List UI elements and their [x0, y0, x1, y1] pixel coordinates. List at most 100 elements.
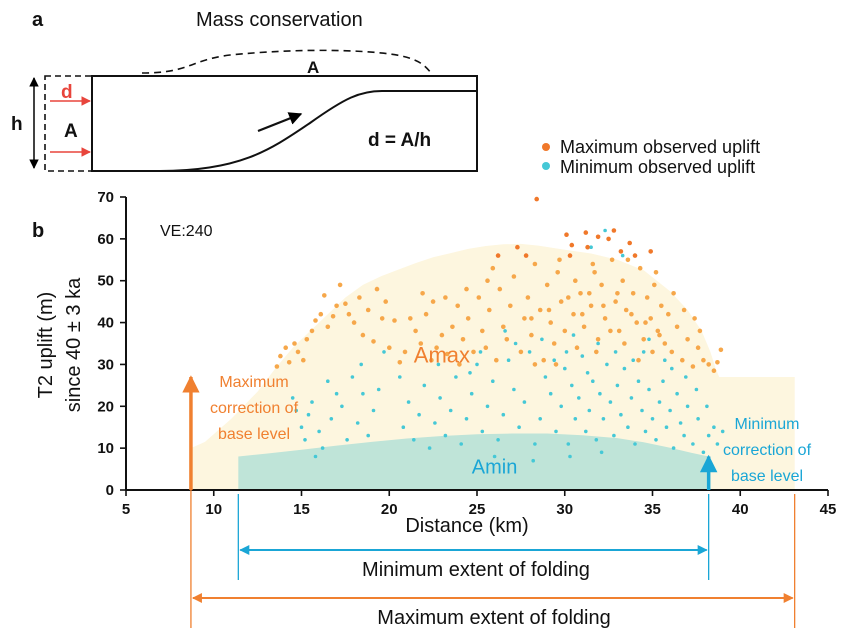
min-uplift-point	[506, 358, 511, 363]
max-uplift-point	[301, 357, 306, 363]
min-uplift-point	[512, 387, 516, 392]
max-uplift-point	[625, 257, 631, 263]
min-uplift-point	[568, 454, 572, 459]
x-tick-label: 30	[556, 501, 573, 518]
max-uplift-point	[567, 253, 573, 258]
panel-b-label: b	[32, 220, 44, 242]
d-label: d	[61, 82, 73, 103]
max-uplift-point	[541, 357, 546, 363]
min-uplift-point	[454, 375, 458, 379]
max-uplift-point	[371, 339, 376, 344]
min-uplift-point	[340, 404, 344, 409]
max-uplift-point	[420, 291, 425, 296]
min-uplift-point	[522, 400, 527, 404]
max-uplift-point	[701, 357, 706, 363]
max-uplift-point	[616, 328, 622, 334]
min-uplift-point	[501, 412, 506, 417]
max-uplift-point	[518, 349, 524, 355]
slip-arrow	[257, 112, 303, 133]
legend: Maximum observed uplift Minimum observed…	[542, 137, 760, 177]
max-uplift-point	[523, 253, 529, 258]
max-correction-line1: Maximum	[219, 374, 288, 391]
min-uplift-point	[654, 438, 658, 442]
min-uplift-point	[715, 442, 720, 446]
max-uplift-point	[606, 236, 611, 242]
max-uplift-point	[508, 303, 513, 309]
max-uplift-point	[615, 291, 620, 296]
y-tick-label: 70	[97, 189, 114, 206]
min-uplift-point	[701, 450, 706, 455]
max-uplift-point	[566, 295, 571, 300]
min-uplift-point	[427, 446, 432, 450]
min-uplift-point	[670, 366, 674, 371]
max-uplift-point	[636, 357, 641, 363]
min-uplift-point	[619, 412, 623, 417]
min-uplift-point	[531, 458, 535, 463]
min-uplift-point	[622, 366, 627, 371]
min-uplift-point	[554, 429, 558, 434]
min-uplift-point	[503, 329, 507, 333]
max-uplift-point	[495, 253, 501, 258]
min-uplift-point	[585, 371, 590, 375]
max-uplift-point	[504, 337, 510, 342]
max-uplift-point	[595, 234, 601, 240]
min-uplift-point	[598, 391, 602, 396]
max-uplift-point	[630, 291, 636, 296]
max-uplift-point	[295, 349, 301, 355]
min-uplift-point	[491, 379, 495, 384]
min-uplift-point	[601, 417, 606, 421]
annotations: Maximum correction of base level Minimum…	[210, 374, 812, 629]
x-tick-label: 40	[732, 501, 749, 518]
max-uplift-point	[571, 311, 576, 317]
max-uplift-point	[357, 295, 362, 300]
max-uplift-point	[650, 349, 655, 355]
legend-min-label: Minimum observed uplift	[560, 157, 755, 177]
y-axis-title-line2: since 40 ± 3 ka	[63, 277, 85, 412]
min-uplift-point	[464, 417, 469, 421]
min-uplift-point	[647, 337, 651, 342]
min-uplift-point	[320, 446, 325, 450]
equation: d = A/h	[368, 130, 431, 151]
A-left-label: A	[64, 121, 78, 142]
min-uplift-point	[475, 362, 479, 367]
max-uplift-point	[623, 307, 629, 313]
min-uplift-point	[657, 400, 662, 404]
y-tick-label: 60	[97, 231, 114, 248]
min-correction-line3: base level	[731, 468, 803, 485]
min-uplift-point	[589, 245, 593, 249]
min-uplift-point	[691, 442, 695, 446]
min-uplift-point	[675, 391, 679, 396]
dashed-box	[44, 75, 93, 172]
max-uplift-point	[583, 230, 589, 235]
max-uplift-point	[408, 316, 413, 321]
max-uplift-point	[525, 295, 531, 300]
max-uplift-point	[711, 368, 717, 374]
max-uplift-point	[483, 345, 489, 351]
max-uplift-point	[588, 303, 594, 309]
min-uplift-point	[633, 442, 637, 446]
max-uplift-point	[286, 360, 292, 365]
min-uplift-point	[599, 450, 604, 455]
min-uplift-point	[345, 438, 349, 442]
max-uplift-point	[643, 320, 648, 325]
x-tick-label: 35	[644, 501, 661, 518]
max-uplift-point	[573, 278, 578, 284]
max-uplift-point	[429, 357, 434, 363]
max-uplift-point	[485, 278, 490, 284]
fault-curve	[159, 90, 477, 172]
max-uplift-point	[360, 332, 366, 338]
max-uplift-point	[569, 242, 575, 248]
min-uplift-point	[306, 412, 311, 417]
min-uplift-point	[684, 375, 688, 379]
max-uplift-point	[392, 318, 397, 323]
panel-a-label: a	[32, 9, 44, 31]
max-uplift-point	[659, 303, 664, 309]
panel-a: a Mass conservation h d A A d = A/h	[11, 9, 478, 172]
min-uplift-point	[682, 433, 686, 438]
max-uplift-point	[637, 265, 643, 271]
x-tick-label: 20	[381, 501, 398, 518]
max-uplift-point	[681, 307, 687, 313]
min-uplift-point	[366, 433, 371, 438]
max-uplift-point	[544, 282, 550, 288]
